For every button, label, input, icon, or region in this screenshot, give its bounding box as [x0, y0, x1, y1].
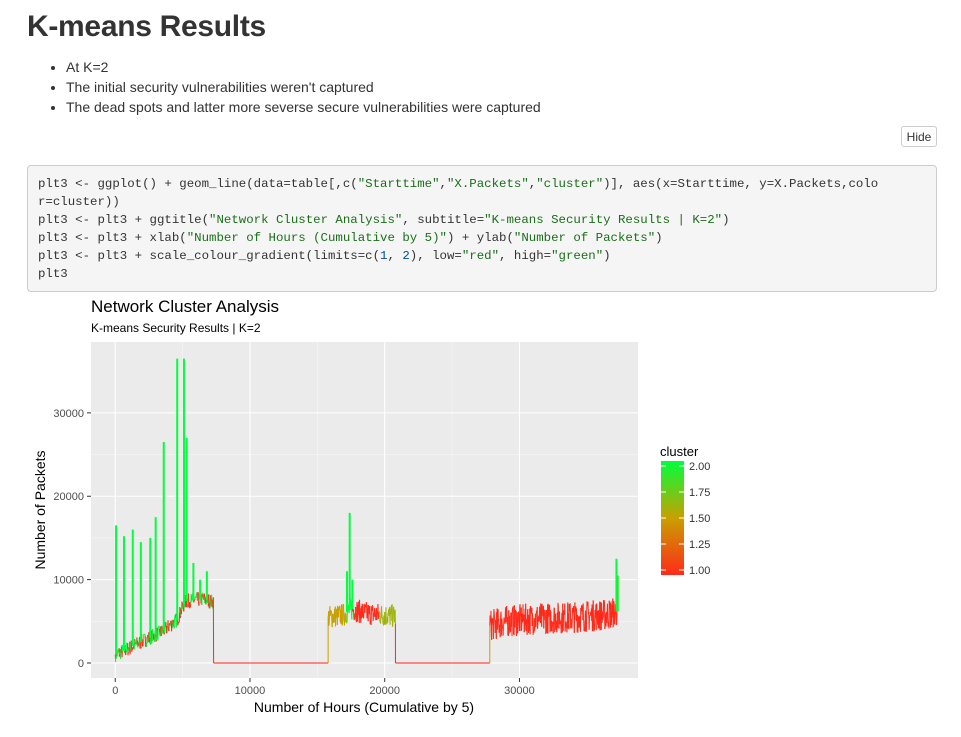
legend-label: 2.00	[689, 461, 710, 473]
code-token: plt3 <- ggplot() + geom_line(data=table[…	[38, 177, 358, 192]
legend-label: 1.25	[689, 539, 710, 551]
code-token: )	[603, 249, 611, 264]
hide-code-button[interactable]: Hide	[901, 126, 937, 147]
code-number: 2	[402, 249, 410, 264]
x-tick-label: 0	[112, 685, 118, 697]
legend-label: 1.50	[689, 513, 710, 525]
code-token: ,	[439, 177, 447, 192]
code-token: r=cluster))	[38, 195, 120, 210]
legend-colorbar	[661, 461, 684, 575]
summary-list: At K=2 The initial security vulnerabilit…	[48, 57, 541, 117]
chart-title: Network Cluster Analysis	[91, 297, 279, 316]
code-string: "Network Cluster Analysis"	[209, 213, 403, 228]
list-item: At K=2	[66, 57, 541, 77]
cluster-line-chart: Network Cluster Analysis K-means Securit…	[32, 297, 710, 715]
axes: 0 10000 20000 30000 0 10000 20000 30000	[53, 408, 534, 697]
y-axis-label: Number of Packets	[32, 450, 48, 569]
y-tick-label: 10000	[53, 575, 84, 587]
code-token: , subtitle=	[402, 213, 485, 228]
code-token: )	[655, 231, 663, 246]
code-token: ), low=	[409, 249, 462, 264]
legend-label: 1.75	[689, 487, 710, 499]
list-item: The dead spots and latter more severse s…	[66, 97, 541, 117]
code-string: "red"	[461, 249, 500, 264]
list-item: The initial security vulnerabilities wer…	[66, 77, 541, 97]
code-token: ) + ylab(	[446, 231, 514, 246]
x-tick-label: 20000	[369, 685, 400, 697]
code-string: "green"	[551, 249, 604, 264]
code-string: "Starttime"	[357, 177, 440, 192]
code-token: ,	[387, 249, 403, 264]
x-axis-label: Number of Hours (Cumulative by 5)	[254, 699, 474, 715]
y-tick-label: 30000	[53, 408, 84, 420]
chart-subtitle: K-means Security Results | K=2	[91, 321, 261, 335]
code-string: "cluster"	[536, 177, 604, 192]
code-token: ,	[528, 177, 537, 192]
y-tick-label: 20000	[53, 491, 84, 503]
code-token: , high=	[499, 249, 552, 264]
code-string: "Number of Packets"	[513, 231, 656, 246]
legend-title: cluster	[660, 444, 699, 459]
y-tick-label: 0	[78, 658, 84, 670]
code-token: plt3 <- plt3 + ggtitle(	[38, 213, 210, 228]
series-lines	[114, 358, 619, 664]
code-block: plt3 <- ggplot() + geom_line(data=table[…	[27, 165, 937, 293]
legend: cluster 2.00 1.75 1.50 1.25 1.00	[660, 444, 710, 577]
code-token: plt3 <- plt3 + scale_colour_gradient(lim…	[38, 249, 381, 264]
legend-label: 1.00	[689, 565, 710, 577]
x-tick-label: 10000	[235, 685, 266, 697]
code-string: "X.Packets"	[446, 177, 529, 192]
code-number: 1	[380, 249, 388, 264]
code-string: "K-means Security Results | K=2"	[484, 213, 723, 228]
code-token: )	[722, 213, 730, 228]
page-title: K-means Results	[27, 10, 266, 43]
code-token: )], aes(x=Starttime, y=X.Packets,colo	[603, 177, 879, 192]
x-tick-label: 30000	[504, 685, 535, 697]
code-token: plt3	[38, 267, 68, 282]
code-token: plt3 <- plt3 + xlab(	[38, 231, 187, 246]
code-string: "Number of Hours (Cumulative by 5)"	[186, 231, 447, 246]
